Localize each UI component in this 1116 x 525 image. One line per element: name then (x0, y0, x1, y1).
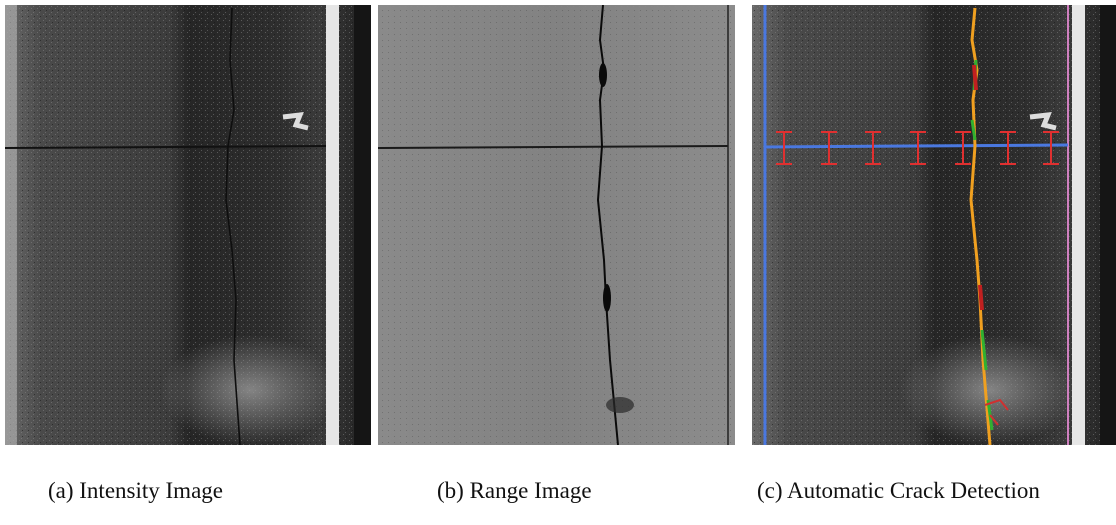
crack-detection-image (752, 5, 1116, 445)
range-image (378, 5, 735, 445)
caption: (b) Range Image (437, 478, 592, 503)
caption: (a) Intensity Image (48, 478, 223, 503)
figure: (a) Intensity Image (b) Range Image (c) … (0, 0, 1116, 525)
intensity-image (5, 5, 371, 445)
caption: (c) Automatic Crack Detection (757, 478, 1040, 503)
